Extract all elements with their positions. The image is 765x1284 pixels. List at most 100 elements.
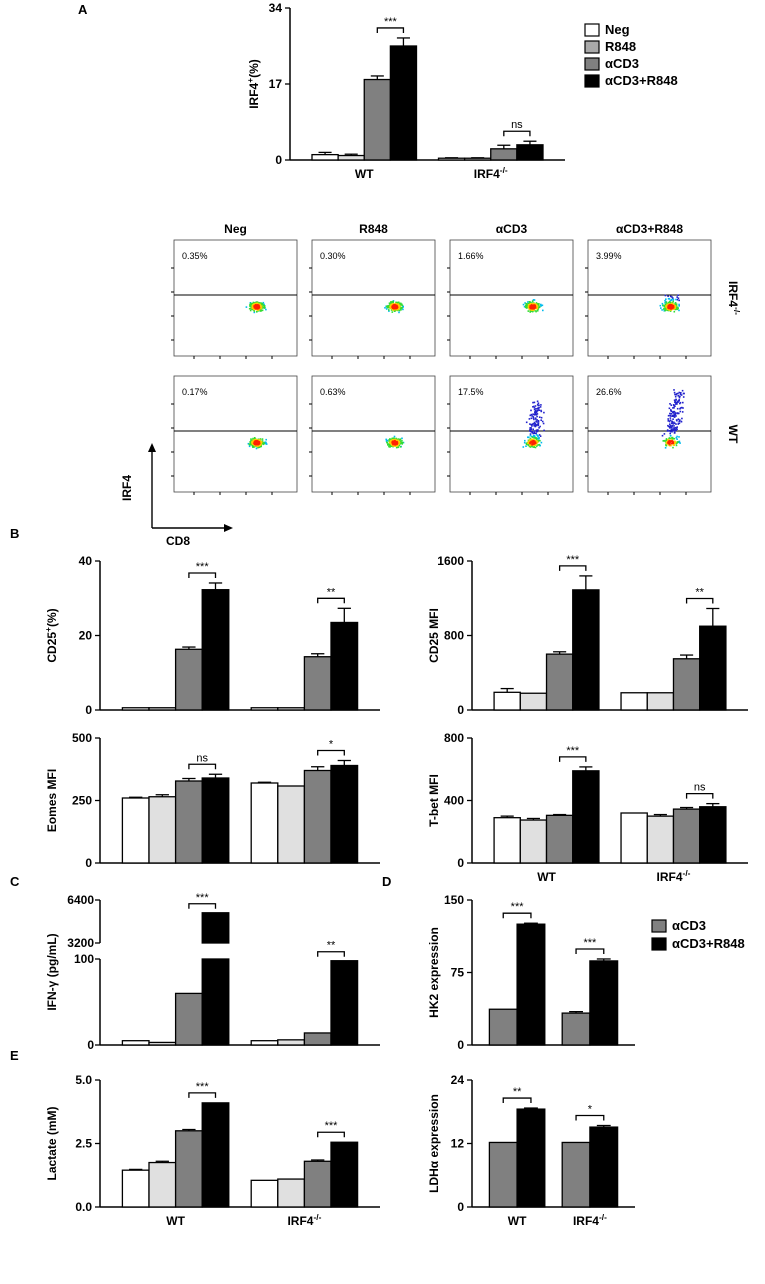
label-superscript: -/- [599, 1212, 607, 1222]
flow-event-dot [677, 412, 679, 415]
flow-plot-frame [587, 239, 712, 357]
flow-event-dot [536, 421, 538, 423]
flow-event-dot [662, 304, 664, 307]
flow-event-dot [676, 401, 678, 404]
flow-event-dot [537, 435, 539, 438]
flow-event-dot [667, 439, 670, 441]
flow-event-dot [664, 301, 666, 304]
flow-percentage: 26.6% [596, 387, 622, 397]
flow-event-dot [675, 307, 678, 309]
flow-event-dot [261, 438, 264, 440]
y-tick-label: 6400 [67, 893, 94, 907]
flow-event-dot [527, 443, 530, 446]
flow-event-dot [530, 417, 533, 420]
flow-event-dot [525, 442, 528, 445]
bar [699, 625, 727, 711]
bar [330, 764, 359, 864]
flow-event-dot [537, 402, 540, 404]
flow-event-dot [540, 416, 543, 419]
flow-event-dot [674, 422, 676, 425]
flow-event-dot [259, 310, 261, 312]
flow-event-dot [397, 301, 400, 304]
bar [303, 1160, 332, 1208]
flow-event-dot [659, 304, 662, 307]
flow-event-dot [671, 415, 674, 417]
flow-event-dot [542, 422, 545, 425]
flow-event-dot [393, 305, 396, 308]
flow-event-dot [533, 430, 535, 432]
flow-event-dot [527, 302, 529, 305]
bar [516, 144, 544, 161]
flow-event-dot [527, 436, 530, 439]
bar [545, 653, 574, 711]
group-label: WT [537, 870, 556, 884]
flow-event-dot [671, 421, 674, 424]
flow-event-dot [669, 423, 671, 425]
bar [277, 1178, 306, 1208]
flow-event-dot [669, 301, 671, 304]
flow-event-dot [675, 303, 678, 305]
bar [672, 808, 701, 864]
flow-event-dot [681, 417, 683, 420]
bar [121, 1169, 150, 1208]
group-label: WT [508, 1214, 527, 1228]
flow-event-dot [527, 301, 529, 303]
y-axis-title: HK2 expression [427, 927, 441, 1018]
flow-event-dot [541, 420, 544, 423]
flow-event-dot [538, 439, 540, 442]
flow-event-dot [402, 308, 404, 311]
significance-bracket [317, 749, 345, 756]
label-superscript: + [43, 627, 53, 632]
legend-top-swatch [584, 57, 600, 71]
flow-event-dot [529, 433, 532, 435]
flow-event-dot [678, 309, 680, 312]
flow-event-dot [250, 438, 252, 440]
flow-x-axis-label: CD8 [166, 534, 190, 548]
flow-event-dot [528, 445, 531, 448]
significance-bracket [317, 951, 345, 957]
flow-event-dot [529, 434, 532, 437]
flow-event-dot [532, 446, 534, 448]
flow-event-dot [400, 304, 402, 306]
flow-event-dot [534, 405, 537, 407]
bar [277, 1039, 306, 1046]
flow-column-title: R848 [359, 222, 388, 236]
y-tick-label: 40 [79, 554, 93, 568]
flow-event-dot [386, 441, 388, 444]
flow-event-dot [260, 304, 263, 306]
flow-event-dot [671, 429, 673, 431]
flow-event-dot [401, 304, 404, 307]
flow-event-dot [388, 309, 390, 311]
bar [250, 782, 279, 864]
flow-event-dot [661, 302, 664, 305]
y-tick-label: 0 [457, 1038, 464, 1052]
flow-event-dot [679, 410, 682, 413]
flow-event-dot [539, 439, 541, 442]
flow-event-dot [677, 401, 679, 403]
flow-event-dot [678, 420, 680, 422]
flow-event-dot [681, 406, 683, 409]
bar [201, 1102, 230, 1208]
significance-label: *** [196, 892, 210, 904]
flow-event-dot [676, 441, 679, 444]
significance-label: *** [196, 561, 210, 573]
flow-event-dot [679, 408, 681, 410]
flow-event-dot [532, 413, 534, 415]
flow-event-dot [258, 302, 260, 304]
flow-event-dot [670, 438, 673, 441]
flow-event-dot [532, 417, 535, 419]
flow-event-dot [536, 310, 539, 312]
flow-event-dot [529, 427, 531, 429]
y-axis-title: CD25 MFI [427, 608, 441, 663]
group-label: WT [355, 167, 374, 181]
significance-label: * [588, 1104, 593, 1116]
flow-event-dot [538, 434, 541, 436]
flow-event-dot [540, 410, 543, 413]
label-base: IRF4 [726, 281, 740, 307]
flow-event-dot [536, 419, 538, 421]
flow-event-dot [670, 301, 672, 304]
flow-event-dot [524, 439, 526, 442]
flow-event-dot [540, 409, 542, 412]
flow-event-dot [245, 306, 248, 308]
significance-label: ** [695, 586, 704, 598]
